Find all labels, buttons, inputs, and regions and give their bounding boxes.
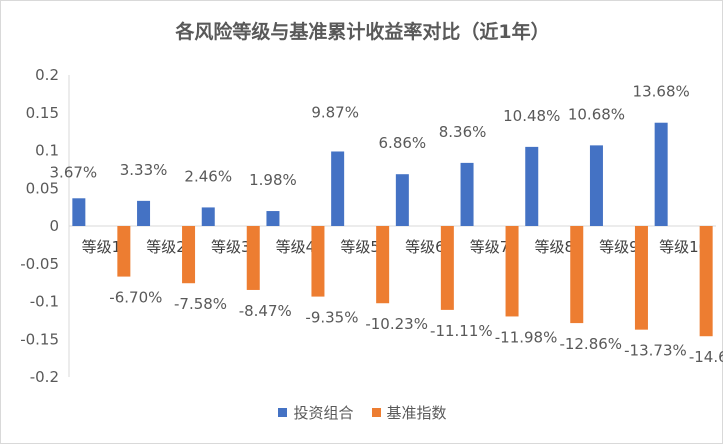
x-tick-label: 等级7 xyxy=(470,238,510,256)
bar-portfolio xyxy=(201,207,215,226)
legend-swatch-benchmark xyxy=(371,408,381,417)
y-tick-label: -0.2 xyxy=(30,368,59,386)
bar-benchmark xyxy=(505,226,519,317)
bar-benchmark xyxy=(311,226,325,297)
x-tick-label: 等级5 xyxy=(340,238,380,256)
data-label-portfolio: 9.87% xyxy=(311,103,359,121)
data-label-benchmark: -12.86% xyxy=(559,335,622,353)
bar-benchmark xyxy=(117,226,131,277)
x-tick-label: 等级9 xyxy=(599,238,639,256)
x-tick-label: 等级10 xyxy=(659,238,708,256)
data-label-portfolio: 10.68% xyxy=(568,105,625,123)
bar-portfolio xyxy=(266,211,280,226)
data-label-portfolio: 1.98% xyxy=(249,171,297,189)
bar-portfolio xyxy=(654,122,668,226)
bar-portfolio xyxy=(331,151,345,226)
bar-benchmark xyxy=(246,226,260,290)
bar-benchmark xyxy=(699,226,713,337)
chart-title: 各风险等级与基准累计收益率对比（近1年） xyxy=(175,21,550,43)
y-tick-label: -0.15 xyxy=(20,330,59,348)
y-tick-label: 0 xyxy=(49,217,59,235)
bar-portfolio xyxy=(395,174,409,226)
x-tick-label: 等级1 xyxy=(82,238,122,256)
data-label-benchmark: -6.70% xyxy=(109,289,162,307)
x-tick-label: 等级4 xyxy=(276,238,316,256)
y-tick-label: 0.2 xyxy=(35,66,59,84)
data-label-benchmark: -11.98% xyxy=(495,328,558,346)
data-label-portfolio: 6.86% xyxy=(379,134,427,152)
y-tick-label: 0.05 xyxy=(26,179,59,197)
bar-portfolio xyxy=(72,198,86,226)
x-tick-label: 等级6 xyxy=(405,238,445,256)
bar-portfolio xyxy=(137,200,151,226)
data-label-benchmark: -7.58% xyxy=(174,295,227,313)
data-label-portfolio: 2.46% xyxy=(184,167,232,185)
y-tick-label: -0.05 xyxy=(20,255,59,273)
data-label-benchmark: -8.47% xyxy=(239,302,292,320)
x-tick-label: 等级2 xyxy=(146,238,186,256)
data-label-benchmark: -11.11% xyxy=(430,322,493,340)
data-label-portfolio: 3.33% xyxy=(120,161,168,179)
data-label-benchmark: -10.23% xyxy=(365,315,428,333)
legend-swatch-portfolio xyxy=(278,408,288,417)
bar-portfolio xyxy=(525,146,539,226)
bar-benchmark xyxy=(634,226,648,330)
x-tick-label: 等级8 xyxy=(534,238,574,256)
x-tick-label: 等级3 xyxy=(211,238,251,256)
bar-portfolio xyxy=(589,145,603,226)
bar-portfolio xyxy=(460,162,474,226)
legend-label-portfolio: 投资组合 xyxy=(293,404,354,422)
data-label-portfolio: 8.36% xyxy=(439,123,487,141)
chart-legend: 投资组合 基准指数 xyxy=(1,402,723,423)
bar-benchmark xyxy=(376,226,390,304)
y-tick-label: 0.15 xyxy=(26,104,59,122)
data-label-portfolio: 13.68% xyxy=(633,83,690,101)
bar-benchmark xyxy=(182,226,196,284)
legend-label-benchmark: 基准指数 xyxy=(386,404,447,422)
legend-item-benchmark: 基准指数 xyxy=(371,402,447,423)
data-label-portfolio: 10.48% xyxy=(503,107,560,125)
data-label-benchmark: -14.60% xyxy=(689,348,723,366)
data-label-benchmark: -9.35% xyxy=(305,309,358,327)
bar-benchmark xyxy=(440,226,454,310)
bar-benchmark xyxy=(570,226,584,324)
data-label-benchmark: -13.73% xyxy=(624,342,687,360)
legend-item-portfolio: 投资组合 xyxy=(278,402,354,423)
y-tick-label: 0.1 xyxy=(35,142,59,160)
data-label-portfolio: 3.67% xyxy=(50,163,98,181)
y-tick-label: -0.1 xyxy=(30,293,59,311)
